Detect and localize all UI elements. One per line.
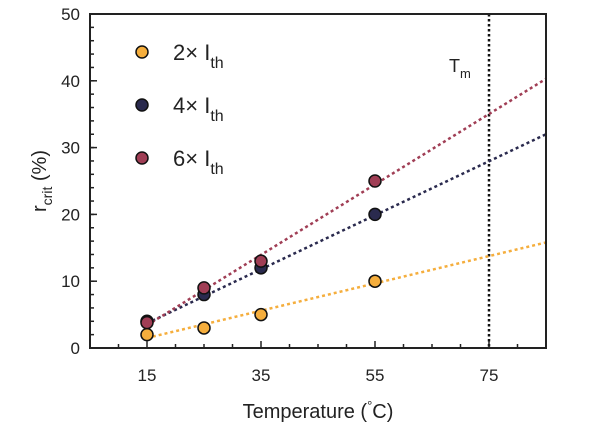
data-point-2-0 [140, 315, 154, 330]
legend-marker-1 [135, 98, 149, 112]
fit-line-1 [146, 133, 547, 325]
y-tick-label: 30 [61, 139, 80, 158]
fit-line-0 [146, 241, 547, 340]
data-point-1-3 [368, 207, 382, 222]
y-tick-label: 0 [71, 339, 80, 358]
x-tick-label: 35 [252, 366, 271, 385]
tm-label-sub: m [460, 66, 471, 81]
y-label-suffix: (%) [29, 150, 51, 187]
legend-marker-0 [135, 45, 149, 59]
x-tick-label: 55 [366, 366, 385, 385]
tm-label: Tm [449, 56, 471, 81]
y-tick-label: 50 [61, 5, 80, 24]
legend-label-1: 4× Ith [173, 93, 224, 125]
y-axis-label-group: rcrit (%) [29, 150, 55, 212]
x-label-degree: ° [367, 398, 372, 413]
data-point-0-2 [254, 307, 268, 322]
x-tick-label: 15 [138, 366, 157, 385]
legend-label-sub-0: th [210, 55, 223, 72]
x-label-unit: C) [372, 401, 393, 423]
legend-label-sub-1: th [210, 108, 223, 125]
legend-label-2: 6× Ith [173, 146, 224, 178]
data-point-0-1 [197, 321, 211, 335]
y-tick-label: 40 [61, 72, 80, 91]
fit-line-2 [146, 77, 547, 327]
x-tick-label: 75 [480, 366, 499, 385]
legend-marker-2 [135, 151, 149, 165]
legend-label-0: 2× Ith [173, 40, 224, 72]
x-axis-label: Temperature (°C) [243, 398, 394, 423]
data-point-0-0 [140, 327, 154, 342]
y-tick-label: 10 [61, 272, 80, 291]
data-point-2-3 [368, 174, 382, 188]
y-tick-label: 20 [61, 205, 80, 224]
data-point-2-1 [197, 281, 211, 295]
data-point-2-2 [254, 254, 268, 268]
data-point-0-3 [368, 274, 382, 288]
y-axis-label: rcrit (%) [29, 150, 55, 212]
y-label-sub: crit [39, 187, 55, 206]
legend-label-sub-2: th [210, 161, 223, 178]
